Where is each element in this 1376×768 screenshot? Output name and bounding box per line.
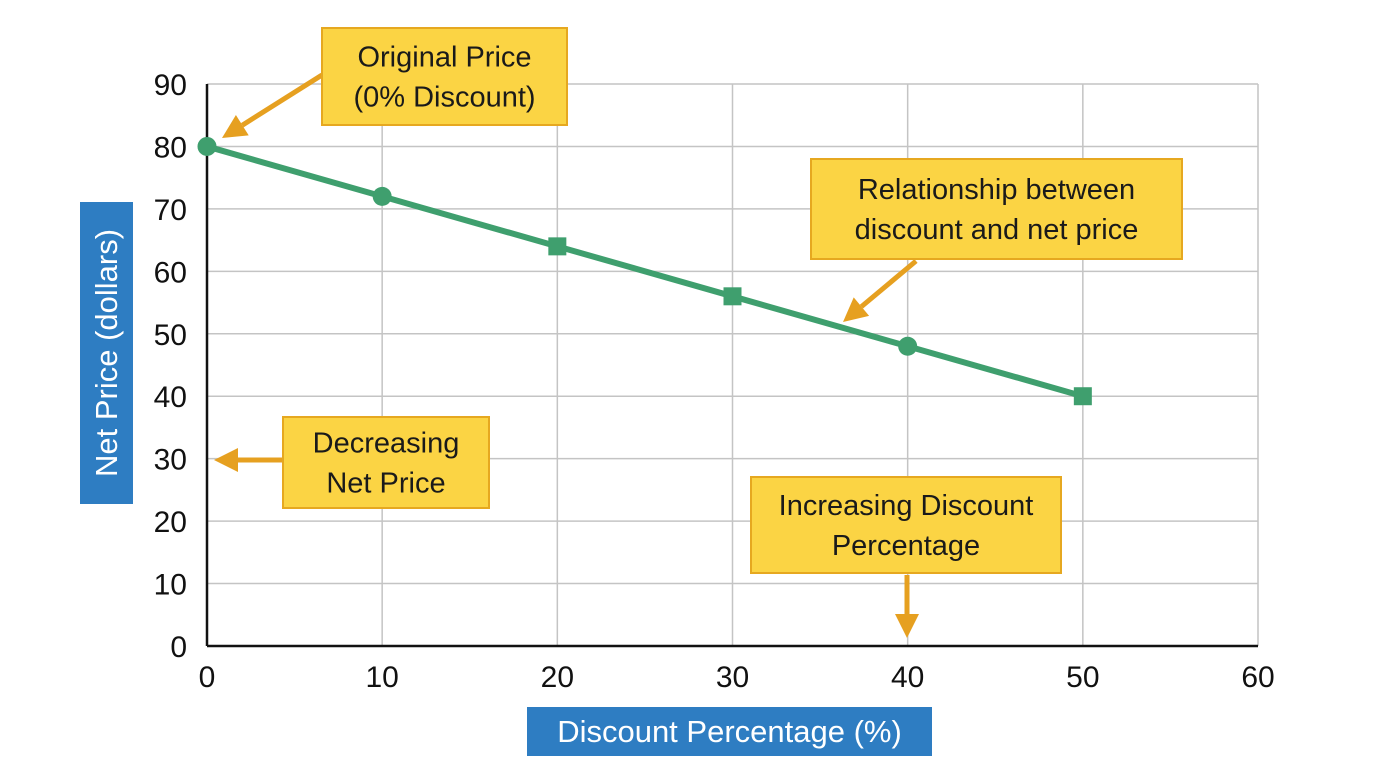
data-point-40: [898, 336, 918, 356]
axes: [205, 84, 1258, 648]
x-tick-label-60: 60: [1241, 661, 1274, 694]
annotation-text-line: Net Price: [326, 468, 445, 500]
y-axis-title-text: Net Price (dollars): [89, 229, 124, 477]
annotation-relationship: Relationship between discount and net pri…: [810, 158, 1183, 322]
x-tick-label-0: 0: [199, 661, 216, 694]
series: [197, 136, 1092, 406]
x-tick-label-10: 10: [365, 661, 398, 694]
annotation-text-line: Percentage: [832, 530, 980, 562]
data-point-20: [548, 237, 567, 256]
y-tick-label-30: 30: [154, 444, 187, 477]
annotation-box: [750, 476, 1062, 574]
tick-labels: 0 10 20 30 40 50 60 0 10 20 30 40 50 60 70 80 90: [154, 69, 1275, 694]
y-tick-label-70: 70: [154, 194, 187, 227]
y-tick-label-50: 50: [154, 319, 187, 352]
annotation-box: [321, 27, 568, 126]
data-point-50: [1073, 387, 1092, 406]
x-axis-title: Discount Percentage (%): [527, 707, 932, 756]
annotation-arrow-head: [895, 614, 919, 638]
y-tick-label-60: 60: [154, 256, 187, 289]
annotation-decreasing: Decreasing Net Price: [214, 416, 490, 509]
y-tick-label-20: 20: [154, 506, 187, 539]
annotation-arrow-head: [222, 115, 249, 138]
annotation-text-line: Original Price: [357, 42, 531, 74]
annotation-text-line: Relationship between: [858, 174, 1135, 206]
data-point-10: [372, 186, 392, 206]
data-point-30: [723, 287, 742, 306]
y-axis-title: Net Price (dollars): [80, 202, 133, 504]
annotation-text-line: (0% Discount): [353, 82, 535, 114]
series-line-0: [204, 143, 1086, 400]
annotation-box: [282, 416, 490, 509]
annotation-arrow-head: [843, 297, 870, 322]
y-tick-label-0: 0: [170, 631, 187, 664]
x-tick-label-30: 30: [716, 661, 749, 694]
annotation-arrow-shaft: [859, 259, 918, 309]
annotation-text-line: Decreasing: [313, 428, 460, 460]
x-tick-label-50: 50: [1066, 661, 1099, 694]
annotation-increasing: Increasing Discount Percentage: [750, 476, 1062, 638]
annotation-text-line: discount and net price: [855, 214, 1139, 246]
annotation-box: [810, 158, 1183, 260]
annotation-original-price: Original Price (0% Discount): [222, 27, 568, 138]
y-tick-label-40: 40: [154, 381, 187, 414]
annotation-arrow-shaft: [240, 72, 324, 128]
x-tick-label-40: 40: [891, 661, 924, 694]
annotation-text-line: Increasing Discount: [779, 490, 1034, 522]
y-tick-label-90: 90: [154, 69, 187, 102]
x-tick-label-20: 20: [541, 661, 574, 694]
data-point-0: [197, 136, 217, 156]
y-tick-label-80: 80: [154, 131, 187, 164]
x-axis-title-text: Discount Percentage (%): [557, 714, 902, 749]
annotations: Original Price (0% Discount) Relationship …: [214, 27, 1183, 638]
annotation-arrow-head: [214, 448, 238, 472]
y-tick-label-10: 10: [154, 569, 187, 602]
